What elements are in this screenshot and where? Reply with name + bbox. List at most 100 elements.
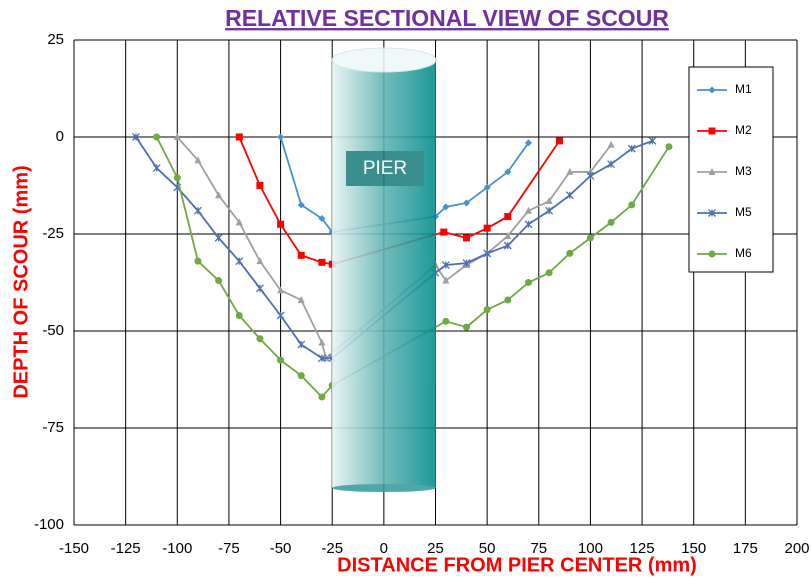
pier-top xyxy=(331,47,437,73)
legend-label: M6 xyxy=(735,246,752,260)
legend-label: M2 xyxy=(735,123,752,137)
marker xyxy=(708,127,716,135)
x-tick-label: -25 xyxy=(321,540,343,557)
marker xyxy=(441,261,450,269)
x-tick-label: 75 xyxy=(530,540,547,557)
marker xyxy=(545,206,554,215)
y-tick-label: -100 xyxy=(34,516,64,533)
marker xyxy=(627,144,636,153)
marker xyxy=(483,224,491,232)
marker xyxy=(318,258,326,266)
marker xyxy=(318,338,326,346)
marker xyxy=(555,137,563,145)
x-tick-label: -100 xyxy=(162,540,192,557)
marker xyxy=(442,317,450,325)
marker xyxy=(545,269,553,277)
marker xyxy=(483,249,492,258)
marker xyxy=(565,191,574,200)
marker xyxy=(215,191,223,199)
marker xyxy=(462,259,471,268)
marker xyxy=(504,231,512,239)
marker xyxy=(503,241,512,250)
marker xyxy=(607,218,615,226)
marker xyxy=(277,220,285,228)
marker xyxy=(524,206,532,214)
x-tick-label: -75 xyxy=(218,540,240,557)
marker xyxy=(462,323,470,331)
marker xyxy=(566,167,574,175)
marker xyxy=(276,311,285,320)
marker xyxy=(152,164,161,172)
x-tick-label: 175 xyxy=(733,540,758,557)
marker xyxy=(317,354,326,363)
marker xyxy=(483,306,491,314)
marker xyxy=(607,160,616,169)
marker xyxy=(586,234,594,242)
x-axis-label: DISTANCE FROM PIER CENTER (mm) xyxy=(337,554,697,576)
pier: PIER xyxy=(331,47,437,492)
x-tick-label: -150 xyxy=(59,540,89,557)
marker xyxy=(708,250,716,258)
marker xyxy=(524,279,532,286)
marker xyxy=(256,257,264,265)
pier-label-box xyxy=(346,151,424,186)
marker xyxy=(524,220,533,229)
marker xyxy=(545,197,553,205)
marker xyxy=(708,209,716,217)
marker xyxy=(708,86,716,94)
marker xyxy=(277,133,285,141)
y-tick-label: -75 xyxy=(42,419,64,436)
marker xyxy=(483,183,491,191)
marker xyxy=(153,133,161,141)
y-tick-label: 25 xyxy=(47,31,64,48)
marker xyxy=(256,335,264,343)
pier-body xyxy=(332,60,436,488)
legend-box xyxy=(688,66,774,273)
marker xyxy=(297,295,305,303)
marker xyxy=(214,233,223,242)
marker xyxy=(318,393,326,401)
marker xyxy=(566,249,574,257)
marker xyxy=(504,213,512,221)
marker xyxy=(277,356,285,364)
marker xyxy=(462,199,470,207)
x-tick-label: 150 xyxy=(681,540,706,557)
marker xyxy=(440,228,448,236)
x-tick-label: 100 xyxy=(578,540,603,557)
x-tick-label: 200 xyxy=(784,540,809,557)
marker xyxy=(173,133,181,140)
marker xyxy=(194,257,202,265)
x-tick-label: -125 xyxy=(111,540,141,557)
pier-base xyxy=(332,484,436,492)
y-tick-label: -25 xyxy=(42,225,64,242)
marker xyxy=(462,234,470,242)
marker xyxy=(235,257,244,266)
marker xyxy=(318,214,326,222)
marker xyxy=(504,168,512,176)
legend-label: M5 xyxy=(735,205,752,219)
marker xyxy=(442,203,450,211)
y-axis-label: DEPTH OF SCOUR (mm) xyxy=(10,165,32,398)
marker xyxy=(297,372,305,380)
marker xyxy=(235,218,243,226)
marker xyxy=(235,133,243,141)
marker xyxy=(173,174,181,182)
x-tick-label: 50 xyxy=(479,540,496,557)
marker xyxy=(607,140,615,148)
x-tick-label: 25 xyxy=(427,540,444,557)
marker xyxy=(297,251,305,259)
marker xyxy=(194,156,202,164)
marker xyxy=(256,182,264,189)
marker xyxy=(255,284,264,293)
marker xyxy=(132,133,140,141)
marker xyxy=(524,139,532,147)
legend-label: M3 xyxy=(735,164,752,178)
series-line xyxy=(279,136,530,234)
pier-label: PIER xyxy=(363,158,407,179)
legend: M1 M2 M3 M5 M6 xyxy=(688,66,774,273)
marker xyxy=(297,201,305,209)
marker xyxy=(442,276,450,284)
marker xyxy=(586,171,595,180)
marker xyxy=(648,136,657,145)
